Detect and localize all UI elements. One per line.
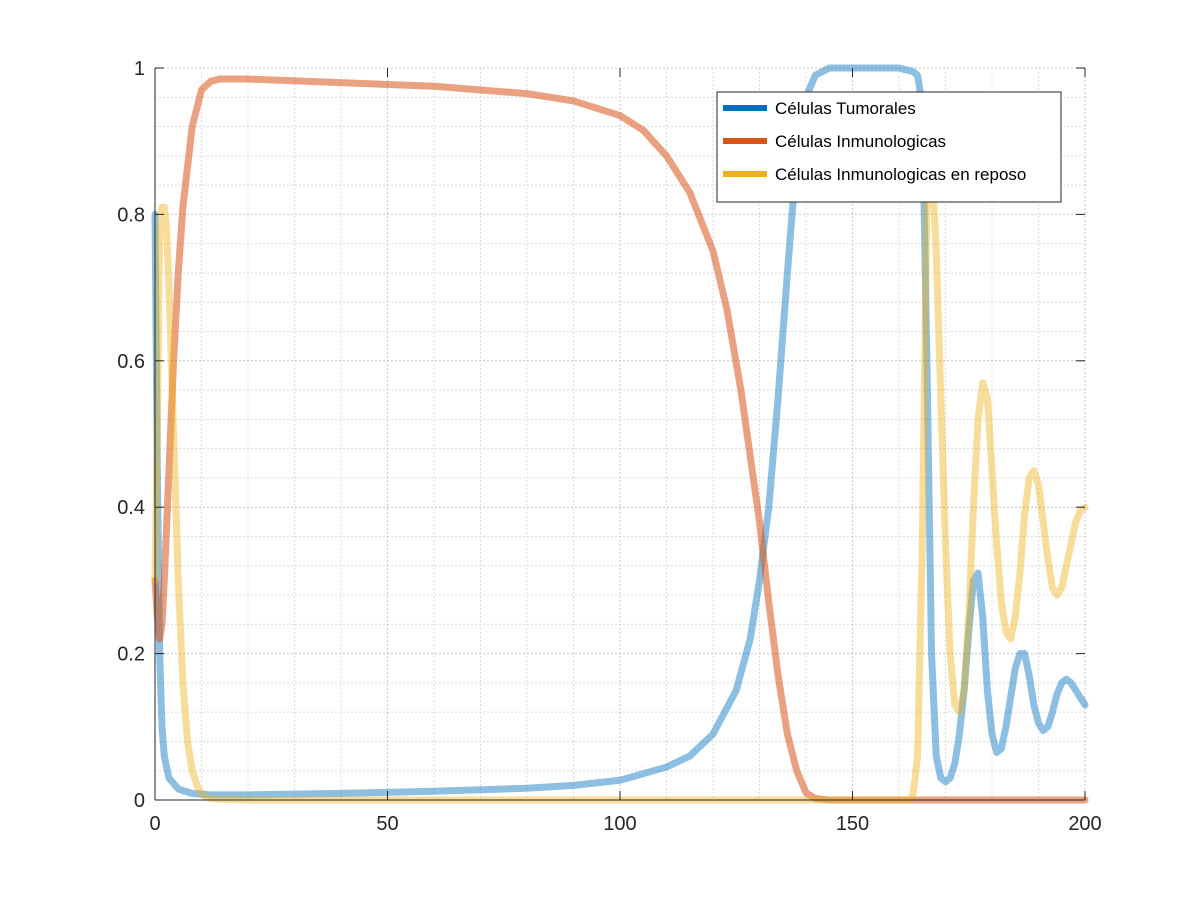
x-tick-label: 50 xyxy=(376,813,398,835)
y-tick-label: 1 xyxy=(134,58,145,80)
legend-label: Células Tumorales xyxy=(775,99,916,118)
legend: Células Tumorales Células Inmunologicas Cé… xyxy=(716,91,1062,203)
legend-label: Células Inmunologicas xyxy=(775,132,946,151)
x-tick-label: 200 xyxy=(1068,813,1101,835)
legend-box xyxy=(716,91,1062,203)
x-tick-label: 100 xyxy=(603,813,636,835)
series-line-2 xyxy=(151,75,1089,804)
y-tick-label: 0.8 xyxy=(117,204,145,226)
x-tick-label: 0 xyxy=(149,813,160,835)
x-tick-label: 150 xyxy=(836,813,869,835)
legend-label: Células Inmunologicas en reposo xyxy=(775,165,1026,184)
tick-labels: 0 50 100 150 200 0 0.2 0.4 0.6 0.8 1 xyxy=(117,58,1102,835)
y-tick-label: 0.2 xyxy=(117,644,145,666)
series-line-3 xyxy=(151,152,1089,804)
series-group xyxy=(151,64,1089,804)
series-line-1 xyxy=(151,64,1089,799)
y-tick-label: 0.4 xyxy=(117,497,145,519)
y-tick-label: 0.6 xyxy=(117,351,145,373)
axes xyxy=(154,67,1086,801)
y-tick-label: 0 xyxy=(134,790,145,812)
